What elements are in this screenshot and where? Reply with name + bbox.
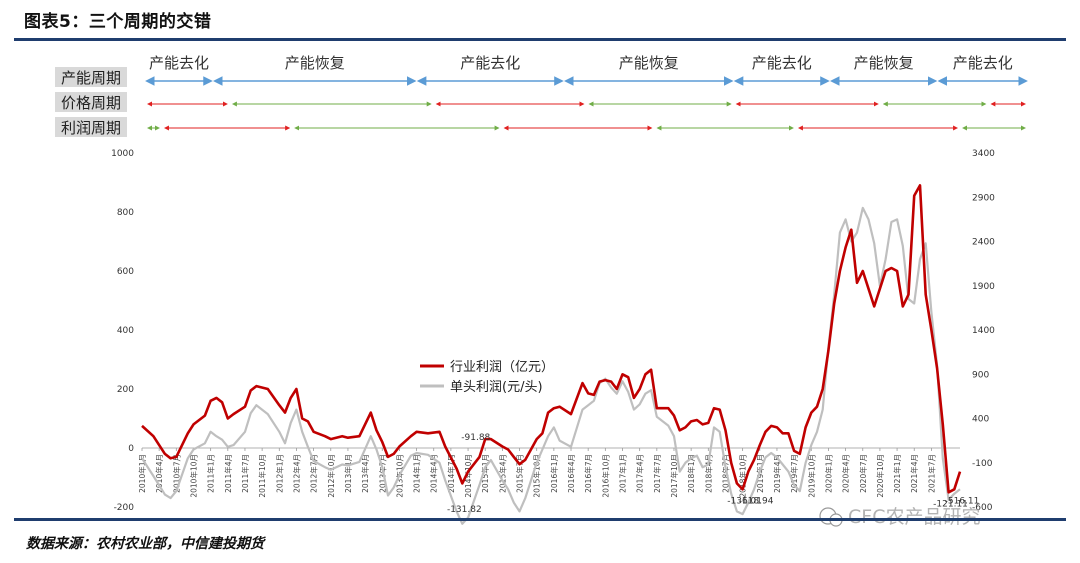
capacity-cycle-label: 产能恢复 xyxy=(619,54,679,72)
watermark: CFC农产品研究 xyxy=(819,506,980,528)
x-tick-label: 2011年1月 xyxy=(206,454,216,493)
y-right-tick-label: 2400 xyxy=(972,238,995,248)
x-tick-label: 2021年1月 xyxy=(892,454,902,493)
x-tick-label: 2011年4月 xyxy=(223,454,233,493)
x-tick-label: 2017年10月 xyxy=(669,454,679,498)
y-left-tick-label: 400 xyxy=(117,326,134,336)
y-right-tick-label: 3400 xyxy=(972,149,995,159)
cycle-row-label: 产能周期 xyxy=(61,69,121,87)
annotations: -131.82 -91.88 -136.01-118.94 -121.11-516.1… xyxy=(447,433,979,515)
cycle-row-label: 价格周期 xyxy=(61,94,121,112)
capacity-cycle-label: 产能去化 xyxy=(953,54,1013,72)
x-tick-label: 2012年1月 xyxy=(274,454,284,493)
x-tick-label: 2013年4月 xyxy=(360,454,370,493)
y-left-tick-label: 1000 xyxy=(111,149,134,159)
x-tick-label: 2019年4月 xyxy=(772,454,782,493)
x-tick-label: 2012年10月 xyxy=(326,454,336,498)
x-tick-label: 2016年10月 xyxy=(600,454,610,498)
legend-label: 行业利润（亿元） xyxy=(450,360,554,375)
capacity-cycle-label: 产能去化 xyxy=(460,54,520,72)
data-label: -118.94 xyxy=(739,496,774,506)
x-tick-label: 2014年4月 xyxy=(429,454,439,493)
x-tick-label: 2018年10月 xyxy=(738,454,748,498)
y-right-tick-label: 1400 xyxy=(972,326,995,336)
x-tick-label: 2011年10月 xyxy=(257,454,267,498)
y-right-tick-label: 1900 xyxy=(972,282,995,292)
x-tick-label: 2016年4月 xyxy=(566,454,576,493)
y-right-tick-label: 900 xyxy=(972,370,989,380)
y-left-tick-label: 0 xyxy=(128,444,134,454)
data-label: -516.11 xyxy=(945,496,980,506)
x-tick-label: 2015年4月 xyxy=(497,454,507,493)
x-tick-label: 2021年4月 xyxy=(909,454,919,493)
x-tick-label: 2017年7月 xyxy=(652,454,662,493)
x-tick-label: 2020年4月 xyxy=(841,454,851,493)
series-line-unit-profit xyxy=(141,206,961,525)
top-divider xyxy=(14,38,1066,41)
series-lines xyxy=(141,184,962,525)
x-tick-label: 2019年10月 xyxy=(806,454,816,498)
x-tick-label: 2015年10月 xyxy=(532,454,542,498)
x-tick-label: 2010年1月 xyxy=(137,454,147,493)
cycle-row-label-bg xyxy=(55,117,127,137)
y-left-tick-label: 800 xyxy=(117,208,134,218)
data-label: -136.01 xyxy=(727,496,762,506)
y-right-tick-label: -600 xyxy=(972,503,993,513)
x-tick-label: 2012年7月 xyxy=(309,454,319,493)
x-tick-label: 2018年7月 xyxy=(720,454,730,493)
data-label: -91.88 xyxy=(461,433,490,443)
capacity-cycle-label: 产能恢复 xyxy=(854,54,914,72)
cycle-row-label: 利润周期 xyxy=(61,119,121,137)
x-tick-label: 2010年4月 xyxy=(154,454,164,493)
x-tick-label: 2010年10月 xyxy=(188,454,198,498)
x-tick-label: 2014年10月 xyxy=(463,454,473,498)
axes: 1000 800 600 400 200 0 -200 3400 2900 2400 1900 140… xyxy=(111,149,995,513)
bottom-divider xyxy=(14,518,1066,521)
x-tick-label: 2020年7月 xyxy=(858,454,868,493)
x-tick-label: 2018年4月 xyxy=(703,454,713,493)
x-tick-label: 2010年7月 xyxy=(171,454,181,493)
x-tick-label: 2021年7月 xyxy=(926,454,936,493)
cycle-arrows: 产能去化 产能恢复 产能去化 产能恢复 产能去化 产能恢复 产能去化 xyxy=(145,54,1028,131)
x-tick-label: 2013年1月 xyxy=(343,454,353,493)
x-tick-label: 2018年1月 xyxy=(686,454,696,493)
cycle-row-label-bg xyxy=(55,92,127,112)
x-tick-label: 2016年1月 xyxy=(549,454,559,493)
x-tick-label: 2020年1月 xyxy=(823,454,833,493)
y-right-tick-label: -100 xyxy=(972,459,993,469)
capacity-cycle-label: 产能恢复 xyxy=(285,54,345,72)
x-tick-label: 2014年1月 xyxy=(412,454,422,493)
series-line-industry-profit xyxy=(141,184,962,494)
y-right-tick-label: 2900 xyxy=(972,193,995,203)
legend-label: 单头利润(元/头) xyxy=(450,380,543,395)
capacity-cycle-label: 产能去化 xyxy=(149,54,209,72)
x-tick-label: 2017年4月 xyxy=(635,454,645,493)
capacity-cycle-label: 产能去化 xyxy=(752,54,812,72)
figure-title: 图表5：三个周期的交错 xyxy=(24,12,212,32)
data-label: -131.82 xyxy=(447,505,482,515)
x-tick-label: 2017年1月 xyxy=(618,454,628,493)
y-left-tick-label: -200 xyxy=(114,503,135,513)
x-tick-label: 2016年7月 xyxy=(583,454,593,493)
y-right-tick-label: 400 xyxy=(972,415,989,425)
x-tick-label: 2013年7月 xyxy=(377,454,387,493)
y-left-tick-label: 600 xyxy=(117,267,134,277)
x-tick-label: 2019年7月 xyxy=(789,454,799,493)
y-left-tick-label: 200 xyxy=(117,385,134,395)
cycle-row-label-bg xyxy=(55,67,127,87)
x-tick-label: 2014年7月 xyxy=(446,454,456,493)
x-tick-label: 2015年1月 xyxy=(480,454,490,493)
legend: 行业利润（亿元） 单头利润(元/头) xyxy=(420,360,554,395)
wechat-icon xyxy=(819,507,843,527)
data-label: -121.11 xyxy=(933,499,968,509)
x-tick-label: 2020年10月 xyxy=(875,454,885,498)
source-note: 数据来源：农村农业部，中信建投期货 xyxy=(26,536,264,552)
x-tick-label: 2012年4月 xyxy=(291,454,301,493)
x-tick-label: 2015年7月 xyxy=(515,454,525,493)
watermark-text: CFC农产品研究 xyxy=(848,506,980,528)
x-tick-label: 2011年7月 xyxy=(240,454,250,493)
